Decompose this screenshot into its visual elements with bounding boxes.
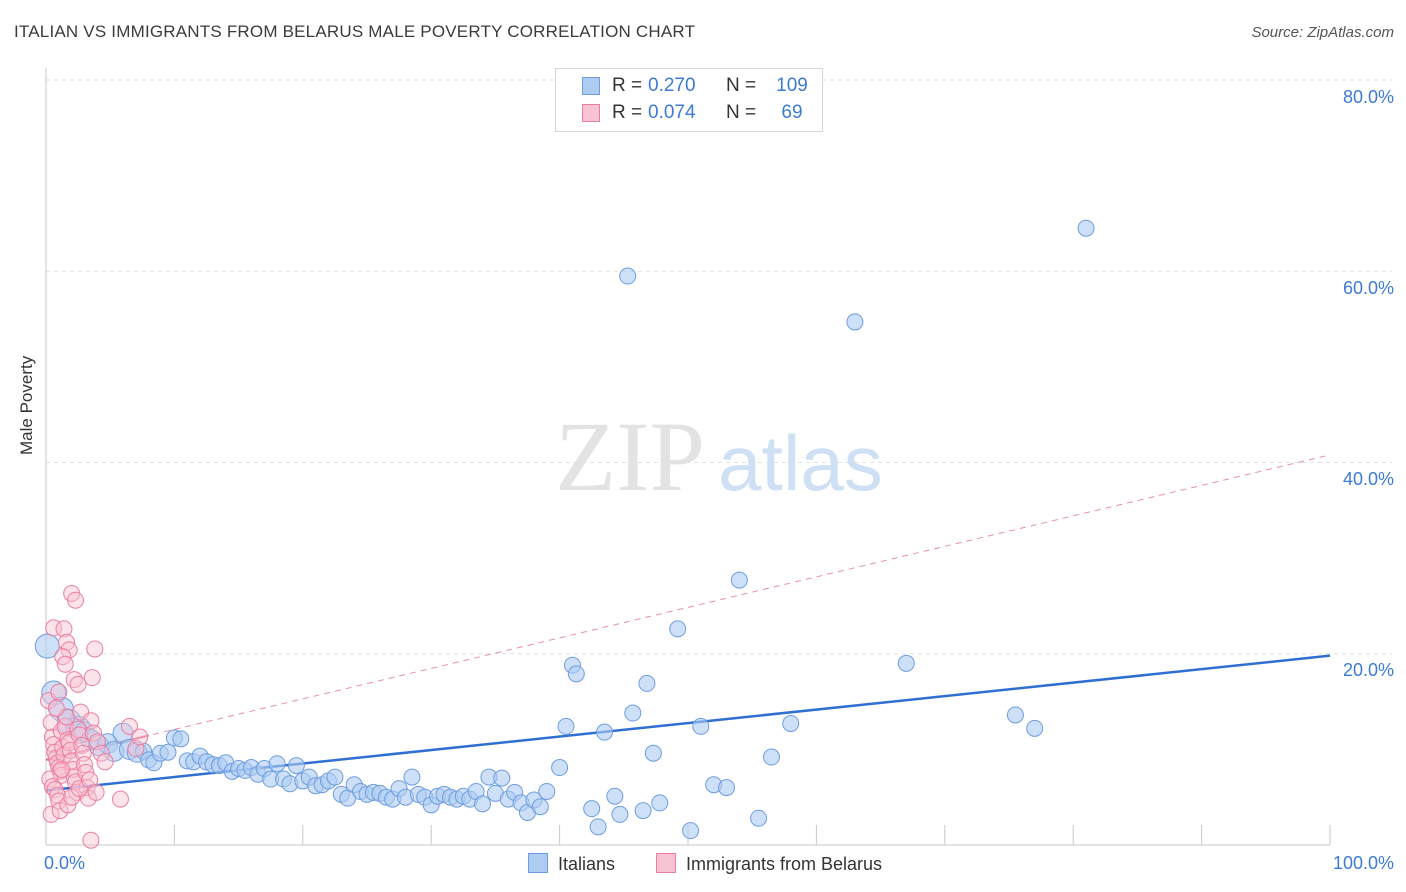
y-tick-label: 20.0% [1342,660,1394,680]
y-tick-label: 80.0% [1342,87,1394,107]
belarus-point [70,726,88,744]
italians-point [619,267,637,285]
source-credit: Source: ZipAtlas.com [1251,24,1394,41]
belarus-swatch [656,853,676,873]
chart-title: ITALIAN VS IMMIGRANTS FROM BELARUS MALE … [14,22,696,41]
italians-point [606,787,624,805]
italians-point [762,748,780,766]
italians-point [611,805,629,823]
italians-point [897,654,915,672]
italians-point [551,759,569,777]
italians-point [782,715,800,733]
belarus-point [55,620,73,638]
y-axis-label: Male Poverty [17,355,36,455]
italians-point [730,571,748,589]
n-label: N = [726,102,757,123]
italians-swatch [582,77,600,95]
belarus-point [96,753,114,771]
bottom-legend-label: Italians [558,854,616,874]
watermark-zip: ZIP [555,401,705,512]
italians-point [474,795,492,813]
r-label: R = [612,102,643,123]
belarus-point [87,783,105,801]
belarus-points [40,585,149,849]
belarus-point [131,728,149,746]
italians-point [493,769,511,787]
italians-point [531,798,549,816]
belarus-point [82,831,100,849]
italians-point [1006,706,1024,724]
belarus-point [56,655,74,673]
italians-point [718,779,736,797]
x-tick-label-max: 100.0% [1332,853,1394,873]
bottom-legend-belarus: Immigrants from Belarus [656,853,882,875]
italians-point [750,809,768,827]
belarus-point [127,739,145,757]
italians-point [651,794,669,812]
italians-point [403,768,421,786]
belarus-point [67,591,85,609]
belarus-point [47,699,65,717]
belarus-point [50,683,68,701]
bottom-legend-label: Immigrants from Belarus [686,854,883,874]
belarus-point [59,796,77,814]
italians-point [589,818,607,836]
italians-point [846,313,864,331]
italians-point [287,757,305,775]
belarus-point [69,675,87,693]
italians-point [596,723,614,741]
belarus-point [60,641,78,659]
belarus-point [83,669,101,687]
italians-points [34,219,1095,840]
belarus-point [120,717,138,735]
italians-point [172,730,190,748]
axes [45,68,1331,846]
italians-point [624,704,642,722]
correlation-legend: R = 0.270 N = 109 R = 0.074 N = 69 [555,68,823,132]
italians-point [557,717,575,735]
belarus-point [77,763,95,781]
belarus-point [82,712,100,730]
r-label: R = [612,75,643,96]
y-tick-label: 60.0% [1342,278,1394,298]
italians-point [644,744,662,762]
y-tick-label: 40.0% [1342,469,1394,489]
italians-point [159,743,177,761]
belarus-point [86,640,104,658]
italians-swatch [528,853,548,873]
belarus-point [92,744,110,762]
watermark: ZIP atlas [555,401,883,512]
n-value: 109 [776,75,808,96]
italians-point [567,665,585,683]
belarus-point [52,760,70,778]
italians-point [669,620,687,638]
italians-point [1026,719,1044,737]
n-value: 69 [781,102,803,123]
belarus-point [43,778,61,796]
italians-point [326,768,344,786]
belarus-point [85,724,103,742]
r-value: 0.074 [648,102,696,123]
belarus-point [111,790,129,808]
watermark-atlas: atlas [718,419,883,507]
italians-point [682,822,700,840]
belarus-point [88,733,106,751]
italians-point [692,717,710,735]
bottom-legend-italians: Italians [528,853,615,875]
grid [46,79,1392,655]
italians-point [638,674,656,692]
belarus-point [42,805,60,823]
n-label: N = [726,75,757,96]
x-tick-label-min: 0.0% [44,853,86,873]
italians-point [538,782,556,800]
italians-point [1077,219,1095,237]
italians-point [268,755,286,773]
italians-point [583,800,601,818]
r-value: 0.270 [648,75,696,96]
belarus-swatch [582,104,600,122]
italians-point [634,802,652,820]
